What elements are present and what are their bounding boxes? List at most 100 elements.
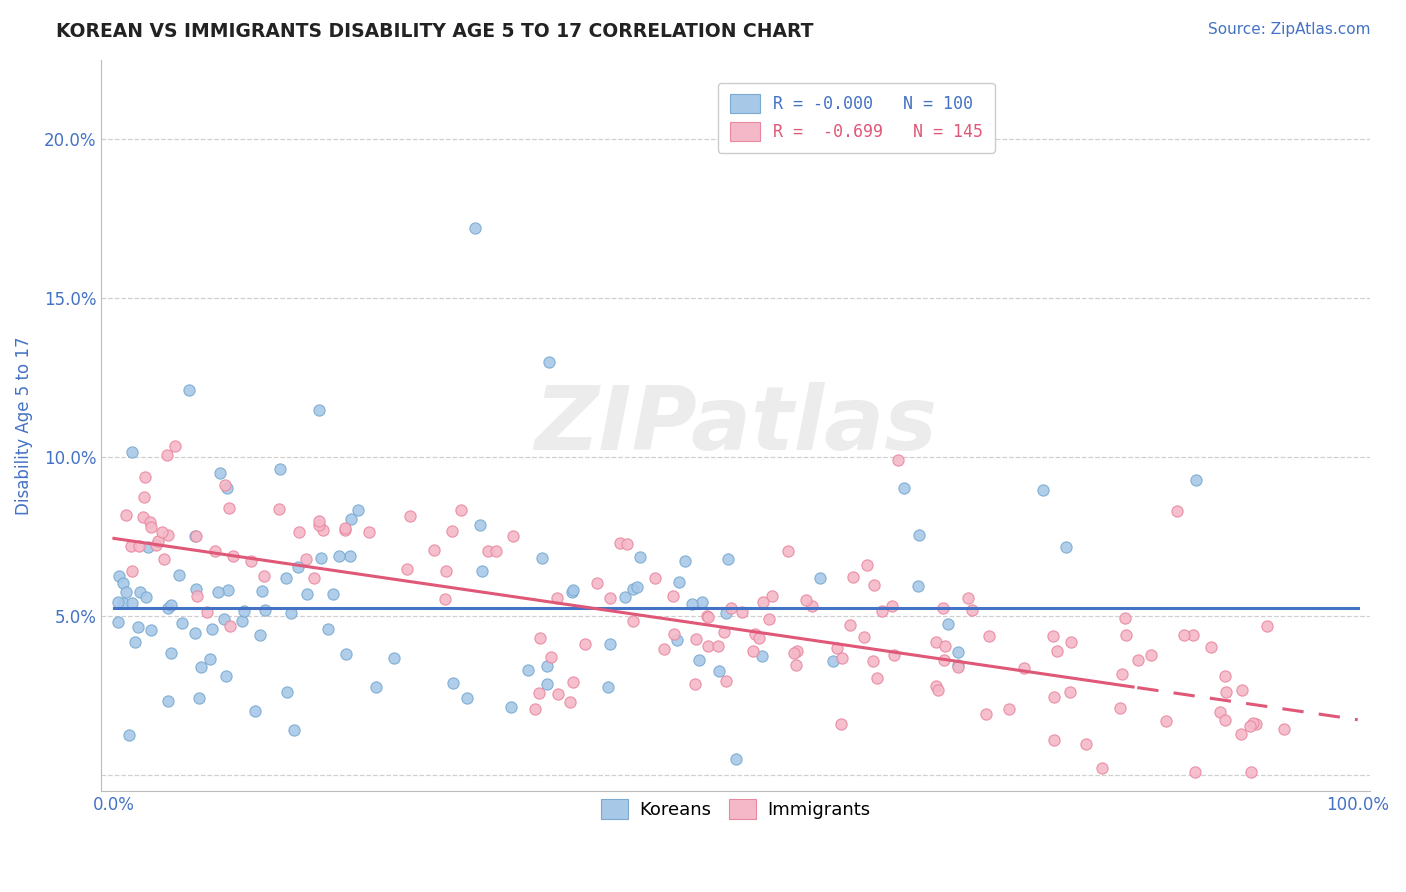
Point	[907, 579, 929, 593]
Point	[118, 728, 141, 742]
Point	[776, 544, 799, 558]
Point	[652, 642, 675, 657]
Point	[1074, 738, 1097, 752]
Point	[121, 564, 143, 578]
Point	[717, 551, 740, 566]
Point	[364, 680, 387, 694]
Point	[1239, 719, 1261, 733]
Point	[1199, 640, 1222, 654]
Point	[783, 646, 806, 660]
Point	[423, 543, 446, 558]
Point	[1128, 653, 1150, 667]
Point	[716, 673, 738, 688]
Point	[560, 695, 582, 709]
Point	[1032, 483, 1054, 497]
Point	[335, 521, 357, 535]
Point	[794, 593, 817, 607]
Point	[536, 659, 558, 673]
Point	[626, 580, 648, 594]
Point	[586, 576, 609, 591]
Point	[395, 561, 418, 575]
Point	[177, 384, 200, 398]
Point	[1173, 628, 1195, 642]
Point	[156, 448, 179, 462]
Point	[707, 639, 730, 653]
Point	[748, 632, 770, 646]
Point	[107, 615, 129, 630]
Point	[249, 628, 271, 642]
Point	[561, 675, 583, 690]
Point	[741, 644, 763, 658]
Point	[112, 596, 135, 610]
Point	[167, 568, 190, 582]
Point	[1108, 701, 1130, 715]
Point	[1043, 690, 1066, 704]
Point	[546, 591, 568, 605]
Point	[243, 704, 266, 718]
Point	[339, 512, 361, 526]
Point	[688, 653, 710, 667]
Point	[135, 591, 157, 605]
Point	[108, 568, 131, 582]
Point	[120, 539, 142, 553]
Point	[1111, 666, 1133, 681]
Point	[530, 551, 553, 566]
Legend: Koreans, Immigrants: Koreans, Immigrants	[595, 792, 877, 826]
Point	[529, 631, 551, 645]
Point	[823, 654, 845, 668]
Point	[696, 608, 718, 623]
Point	[322, 587, 344, 601]
Point	[309, 551, 332, 566]
Point	[217, 582, 239, 597]
Point	[998, 702, 1021, 716]
Point	[312, 523, 335, 537]
Point	[785, 658, 807, 673]
Text: Source: ZipAtlas.com: Source: ZipAtlas.com	[1208, 22, 1371, 37]
Point	[714, 607, 737, 621]
Point	[927, 682, 949, 697]
Point	[276, 685, 298, 699]
Point	[128, 539, 150, 553]
Point	[131, 509, 153, 524]
Point	[115, 585, 138, 599]
Point	[1012, 661, 1035, 675]
Point	[665, 633, 688, 648]
Point	[599, 591, 621, 606]
Point	[450, 503, 472, 517]
Point	[664, 627, 686, 641]
Point	[287, 525, 309, 540]
Point	[464, 221, 486, 235]
Point	[172, 616, 194, 631]
Point	[538, 355, 561, 369]
Point	[831, 651, 853, 665]
Point	[214, 669, 236, 683]
Point	[946, 645, 969, 659]
Point	[231, 614, 253, 628]
Point	[936, 617, 959, 632]
Point	[357, 524, 380, 539]
Point	[1240, 765, 1263, 780]
Point	[523, 702, 546, 716]
Point	[801, 599, 824, 613]
Point	[297, 586, 319, 600]
Point	[865, 671, 887, 685]
Point	[696, 639, 718, 653]
Point	[825, 640, 848, 655]
Point	[681, 597, 703, 611]
Point	[145, 538, 167, 552]
Point	[308, 514, 330, 528]
Point	[186, 589, 208, 603]
Point	[295, 552, 318, 566]
Point	[132, 490, 155, 504]
Point	[1060, 635, 1083, 649]
Point	[1213, 713, 1236, 727]
Point	[1244, 717, 1267, 731]
Point	[441, 524, 464, 538]
Point	[150, 524, 173, 539]
Point	[121, 444, 143, 458]
Point	[707, 665, 730, 679]
Point	[308, 402, 330, 417]
Point	[214, 612, 236, 626]
Point	[157, 528, 180, 542]
Point	[134, 469, 156, 483]
